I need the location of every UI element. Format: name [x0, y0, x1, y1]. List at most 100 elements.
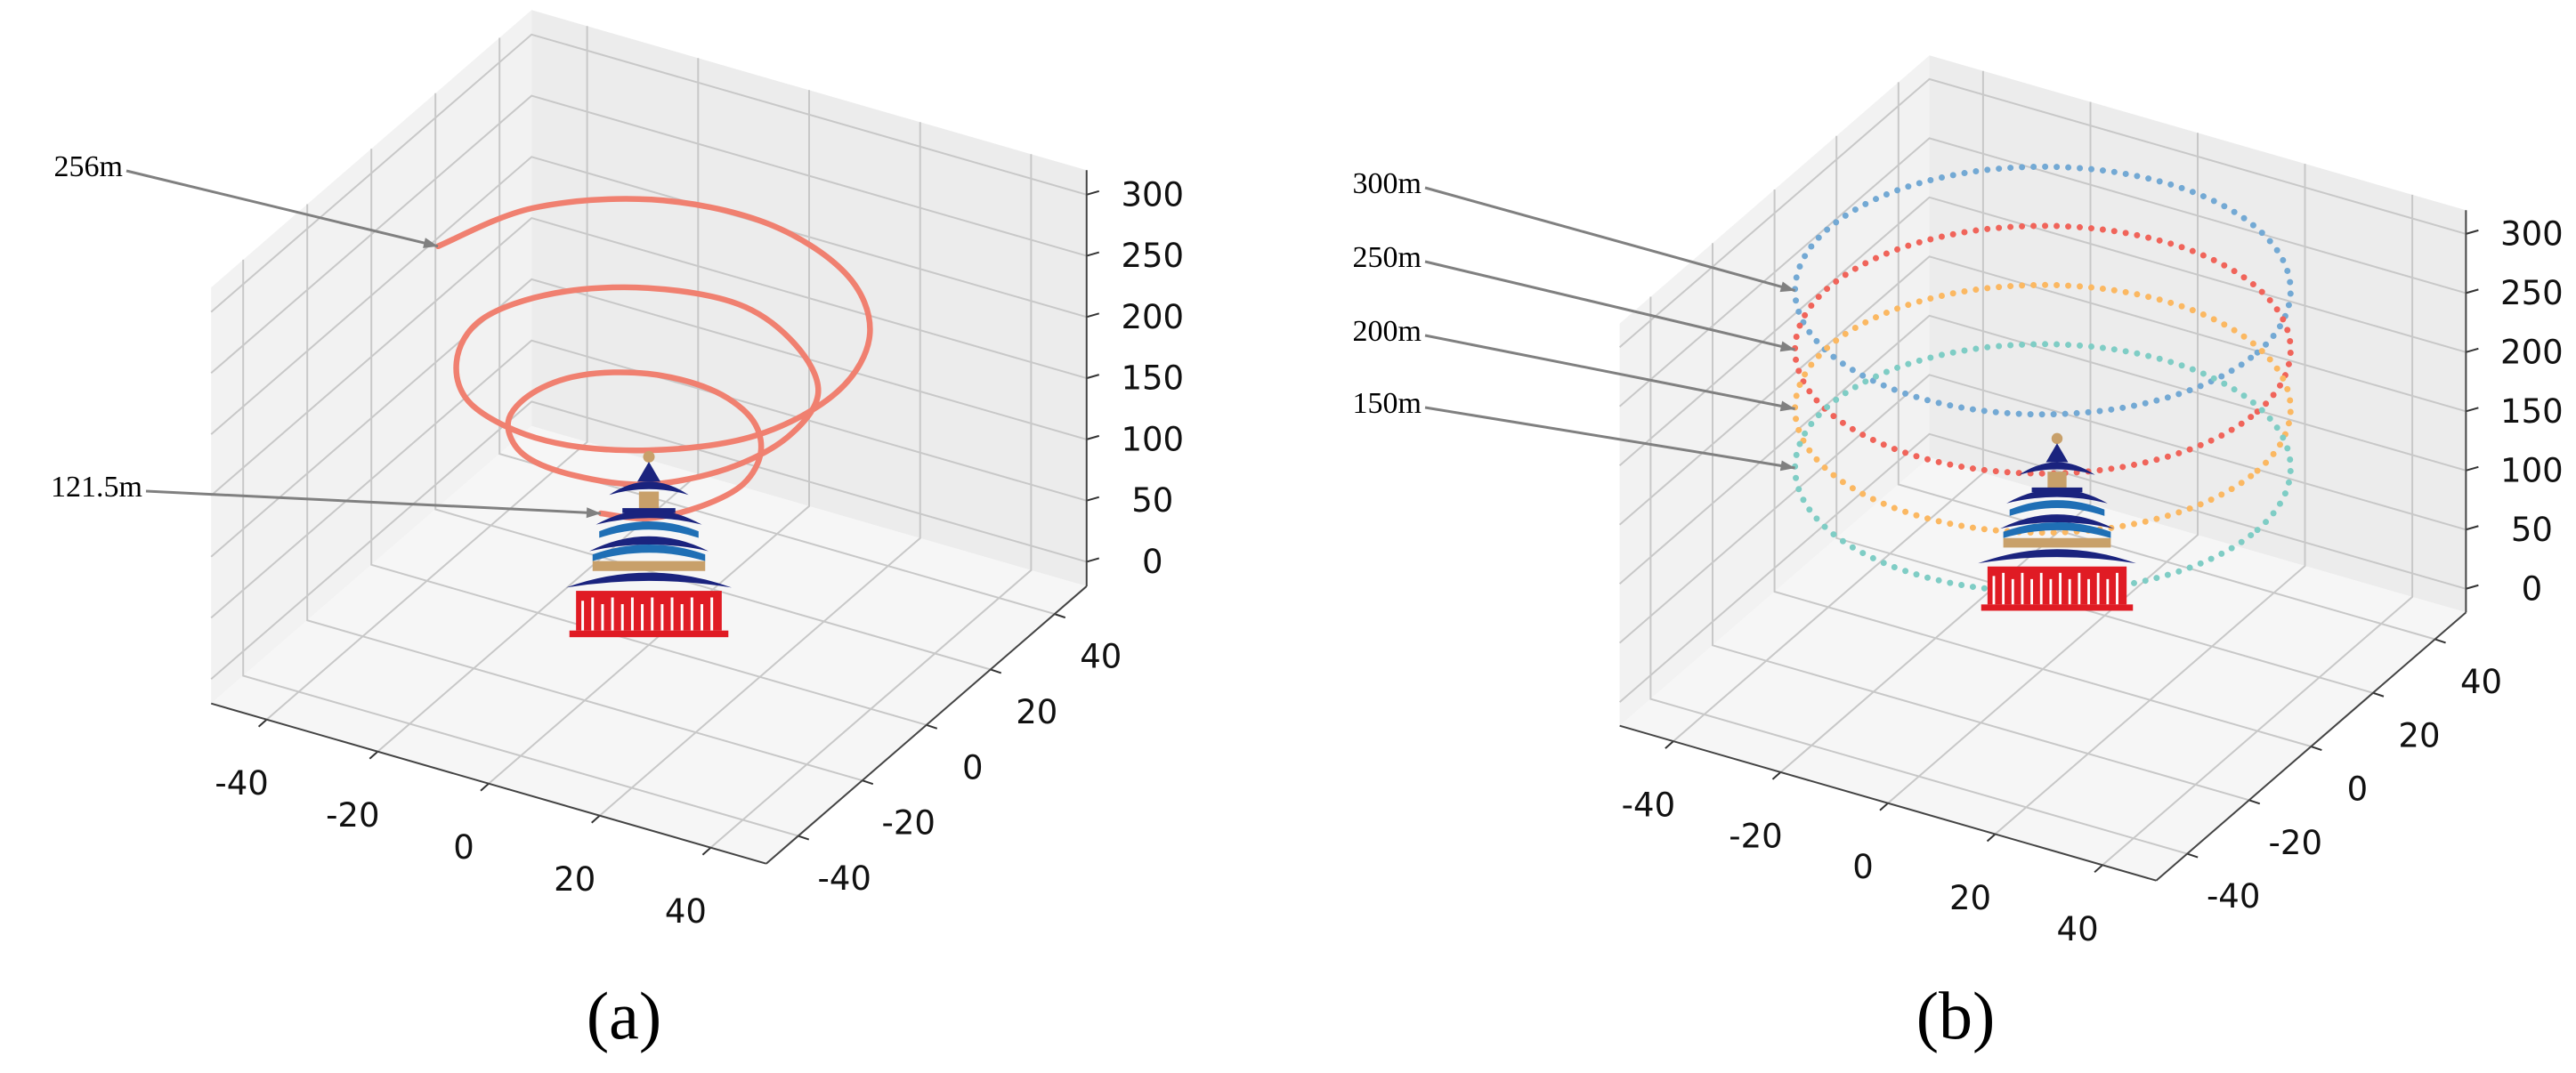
axis-line — [2155, 611, 2467, 882]
z-tick-label: 200 — [1121, 298, 1184, 336]
grid-line — [1649, 296, 2188, 855]
arrow-head — [1779, 400, 1795, 412]
annotation-arrow — [145, 489, 602, 515]
y-tick-label: -40 — [2207, 877, 2260, 916]
grid-line — [210, 400, 1088, 680]
x-tick — [2094, 864, 2103, 874]
grid-line — [709, 154, 1033, 849]
annotation-arrow — [1424, 406, 1795, 470]
z-tick-label: 50 — [1131, 481, 1173, 520]
grid-line — [1779, 101, 2092, 773]
grid-line — [210, 94, 1088, 375]
grid-line — [488, 90, 810, 785]
z-tick — [2466, 525, 2479, 531]
ring — [1792, 281, 2294, 536]
y-tick — [2248, 799, 2261, 805]
y-tick — [1054, 613, 1066, 619]
grid-line — [1887, 133, 2199, 804]
z-tick — [1086, 374, 1100, 380]
z-tick — [1086, 312, 1100, 319]
z-tick-label: 150 — [2500, 392, 2564, 431]
annotation-arrow — [1424, 260, 1795, 351]
z-tick-label: 150 — [1121, 359, 1184, 398]
grid-line — [1618, 374, 2467, 644]
grid-line — [377, 58, 700, 753]
grid-line — [1618, 432, 2467, 703]
grid-line — [370, 149, 928, 726]
x-tick-label: -40 — [1622, 787, 1675, 825]
grid-line — [1994, 164, 2306, 835]
x-tick — [1986, 833, 1997, 843]
y-tick — [2186, 852, 2199, 859]
x-tick-label: 20 — [1949, 879, 1991, 917]
ring — [1792, 163, 2294, 418]
arrow-head — [1779, 281, 1795, 293]
x-tick-label: -20 — [326, 796, 379, 835]
y-tick — [926, 723, 938, 730]
z-tick-label: 300 — [2500, 214, 2564, 253]
z-tick-label: 100 — [2500, 451, 2564, 489]
arrow-head — [1779, 341, 1795, 352]
annotation: 256m — [54, 150, 123, 183]
z-tick — [2466, 465, 2479, 472]
grid-line — [242, 259, 799, 837]
x-tick-label: -40 — [215, 764, 268, 803]
z-tick — [2466, 288, 2479, 294]
ring — [1792, 222, 2294, 477]
z-tick-label: 50 — [2511, 511, 2553, 549]
grid-line — [1897, 82, 2435, 641]
grid-line — [210, 339, 1088, 619]
z-tick — [1086, 496, 1100, 502]
y-tick — [798, 835, 810, 841]
ring-label: 300m — [1353, 167, 1422, 200]
grid-line — [599, 122, 921, 817]
grid-line — [210, 216, 1088, 496]
arrow-head — [586, 507, 601, 519]
grid-line — [1712, 243, 2250, 802]
z-tick-label: 250 — [1121, 237, 1184, 275]
z-tick — [2466, 347, 2479, 353]
z-tick-label: 0 — [2522, 569, 2543, 608]
x-tick — [480, 782, 490, 792]
x-tick-label: 40 — [2057, 910, 2099, 948]
arrow-head — [423, 238, 439, 248]
annotation-arrow — [1424, 334, 1795, 410]
grid-line — [1673, 70, 1984, 742]
grid-line — [1773, 190, 2312, 747]
x-tick-label: 0 — [1852, 848, 1874, 886]
y-tick — [862, 779, 874, 786]
x-tick — [1665, 740, 1674, 749]
z-tick — [2466, 229, 2479, 235]
grid-line — [2102, 194, 2414, 867]
subplot-label: (a) — [587, 979, 661, 1053]
x-tick-label: 40 — [665, 892, 707, 931]
z-tick-label: 200 — [2500, 333, 2564, 371]
grid-line — [210, 33, 1088, 313]
y-tick-label: 0 — [2347, 770, 2369, 809]
z-tick — [2466, 584, 2479, 590]
subplot-label: (b) — [1916, 979, 1996, 1053]
y-tick-label: -20 — [2269, 824, 2322, 862]
y-tick-label: 20 — [2398, 716, 2440, 754]
y-tick-label: 40 — [1080, 638, 1122, 676]
x-tick — [257, 718, 268, 728]
z-tick-label: 250 — [2500, 274, 2564, 312]
grid-line — [1618, 196, 2467, 466]
grid-line — [210, 156, 1088, 435]
annotation: 121.5m — [51, 471, 142, 504]
y-tick — [2311, 746, 2322, 751]
z-tick — [1086, 557, 1100, 563]
ring-label: 200m — [1353, 315, 1422, 348]
ring-label: 250m — [1353, 241, 1422, 274]
y-tick-label: 40 — [2460, 663, 2502, 701]
grid-line — [1618, 77, 2467, 348]
z-tick — [1086, 251, 1100, 257]
z-tick — [1086, 190, 1100, 196]
x-tick — [591, 814, 601, 824]
grid-line — [210, 278, 1088, 558]
x-tick-label: 0 — [453, 828, 474, 867]
grid-line — [1618, 314, 2467, 585]
x-tick — [1879, 802, 1889, 811]
trajectory — [434, 196, 873, 522]
